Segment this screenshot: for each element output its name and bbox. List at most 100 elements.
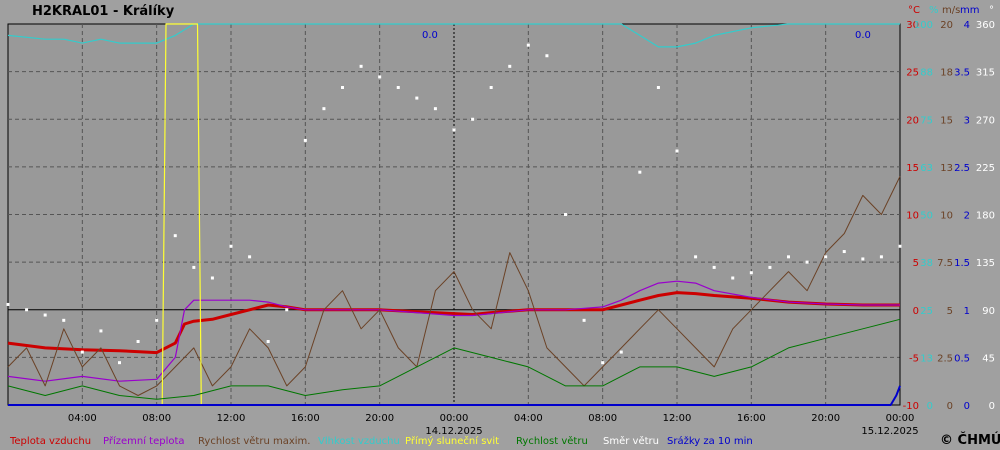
y-tick-humidity_pct: 100	[914, 20, 933, 31]
y-tick-temperature_c: -5	[909, 353, 919, 364]
wind-dir-point	[378, 75, 382, 79]
unit-percent: %	[929, 5, 939, 16]
wind-dir-point	[136, 340, 140, 343]
wind-dir-point	[155, 318, 159, 322]
copyright: © ČHMÚ	[940, 432, 1000, 448]
wind-dir-point	[248, 255, 252, 259]
y-tick-wind_max_ms: 0	[947, 401, 953, 412]
y-tick-precip_mm: 2	[964, 211, 970, 222]
x-date-label: 15.12.2025	[861, 426, 918, 437]
wind-dir-point	[879, 255, 883, 259]
wind-dir-point	[322, 107, 326, 111]
y-tick-temperature_c: 10	[906, 211, 919, 222]
legend-wind-dir: Směr větru	[603, 435, 659, 447]
wind-dir-point	[266, 340, 270, 343]
y-tick-wind_max_ms: 10	[940, 211, 953, 222]
precip-annotation-2: 0.0	[855, 30, 871, 41]
y-tick-wind_dir_deg: 180	[976, 211, 995, 222]
wind-dir-point	[471, 117, 475, 121]
wind-dir-point	[656, 86, 660, 89]
y-tick-wind_dir_deg: 0	[989, 401, 995, 412]
wind-dir-point	[712, 265, 716, 269]
y-tick-wind_max_ms: 20	[940, 20, 953, 31]
y-tick-temperature_c: 15	[906, 163, 919, 174]
y-tick-humidity_pct: 25	[920, 306, 933, 317]
y-tick-precip_mm: 3	[964, 115, 970, 126]
x-tick-label: 20:00	[365, 413, 394, 424]
x-tick-label: 12:00	[217, 413, 246, 424]
legend-sunshine: Přímý sluneční svit	[405, 435, 499, 447]
y-tick-wind_dir_deg: 225	[976, 163, 995, 174]
x-tick-label: 00:00	[440, 413, 469, 424]
y-tick-wind_max_ms: 15	[940, 115, 953, 126]
x-tick-label: 04:00	[514, 413, 543, 424]
y-tick-wind_dir_deg: 315	[976, 68, 995, 79]
y-tick-wind_max_ms: 5	[947, 306, 953, 317]
wind-dir-point	[545, 54, 549, 58]
wind-dir-point	[694, 255, 698, 259]
wind-dir-point	[6, 302, 10, 306]
wind-dir-point	[842, 250, 846, 254]
wind-dir-point	[675, 149, 679, 153]
wind-dir-point	[898, 244, 902, 248]
y-tick-precip_mm: 3.5	[954, 68, 970, 79]
wind-dir-point	[285, 308, 289, 312]
legend-temperature: Teplota vzduchu	[9, 436, 91, 447]
y-tick-precip_mm: 0.5	[954, 353, 970, 364]
x-tick-label: 08:00	[588, 413, 617, 424]
y-tick-temperature_c: -10	[903, 401, 919, 412]
y-tick-humidity_pct: 38	[920, 258, 933, 269]
y-tick-temperature_c: 0	[913, 306, 919, 317]
x-tick-label: 08:00	[142, 413, 171, 424]
y-tick-wind_dir_deg: 90	[982, 306, 995, 317]
y-tick-humidity_pct: 63	[920, 163, 933, 174]
y-tick-wind_max_ms: 18	[940, 68, 953, 79]
wind-dir-point	[303, 138, 307, 142]
wind-dir-point	[749, 271, 753, 275]
x-tick-label: 04:00	[68, 413, 97, 424]
wind-dir-point	[582, 318, 586, 322]
y-tick-wind_dir_deg: 45	[982, 353, 995, 364]
wind-dir-point	[229, 244, 233, 248]
series-layer	[6, 23, 902, 406]
y-tick-temperature_c: 25	[906, 68, 919, 79]
y-tick-wind_dir_deg: 360	[976, 20, 995, 31]
wind-dir-point	[508, 64, 512, 68]
legend-wind-max: Rychlost větru maxim.	[198, 435, 310, 447]
series-wind_max-line	[7, 176, 901, 396]
x-tick-label: 16:00	[737, 413, 766, 424]
series-wind_speed-line	[7, 318, 901, 400]
wind-dir-point	[25, 308, 29, 312]
wind-dir-point	[638, 170, 642, 174]
wind-dir-point	[415, 96, 419, 100]
y-tick-wind_max_ms: 7.5	[937, 258, 953, 269]
x-tick-label: 16:00	[291, 413, 320, 424]
y-tick-precip_mm: 4	[964, 20, 970, 31]
wind-dir-point	[731, 276, 735, 280]
y-tick-humidity_pct: 13	[920, 353, 933, 364]
unit-ms: m/s	[942, 5, 960, 16]
wind-dir-point	[433, 107, 437, 111]
x-tick-label: 00:00	[886, 413, 915, 424]
unit-mm: mm	[960, 5, 979, 16]
wind-dir-point	[341, 86, 344, 89]
y-tick-precip_mm: 0	[964, 401, 970, 412]
legend-humidity: Vlhkost vzduchu	[318, 436, 400, 447]
y-tick-wind_dir_deg: 270	[976, 115, 995, 126]
series-humidity-line	[7, 23, 900, 48]
wind-dir-point	[359, 64, 363, 68]
x-tick-label: 12:00	[663, 413, 692, 424]
y-tick-humidity_pct: 50	[920, 211, 933, 222]
wind-dir-point	[526, 43, 530, 47]
y-tick-wind_max_ms: 13	[940, 163, 953, 174]
series-precip-line	[8, 385, 901, 406]
series-ground_temp-line	[7, 280, 900, 382]
y-tick-temperature_c: 5	[913, 258, 919, 269]
y-tick-precip_mm: 1	[964, 306, 970, 317]
x-tick-label: 20:00	[811, 413, 840, 424]
wind-dir-point	[861, 257, 865, 261]
chart-title: H2KRAL01 - Králíky	[32, 4, 175, 19]
wind-dir-point	[805, 260, 809, 264]
legend-ground-temp: Přízemní teplota	[103, 435, 185, 447]
